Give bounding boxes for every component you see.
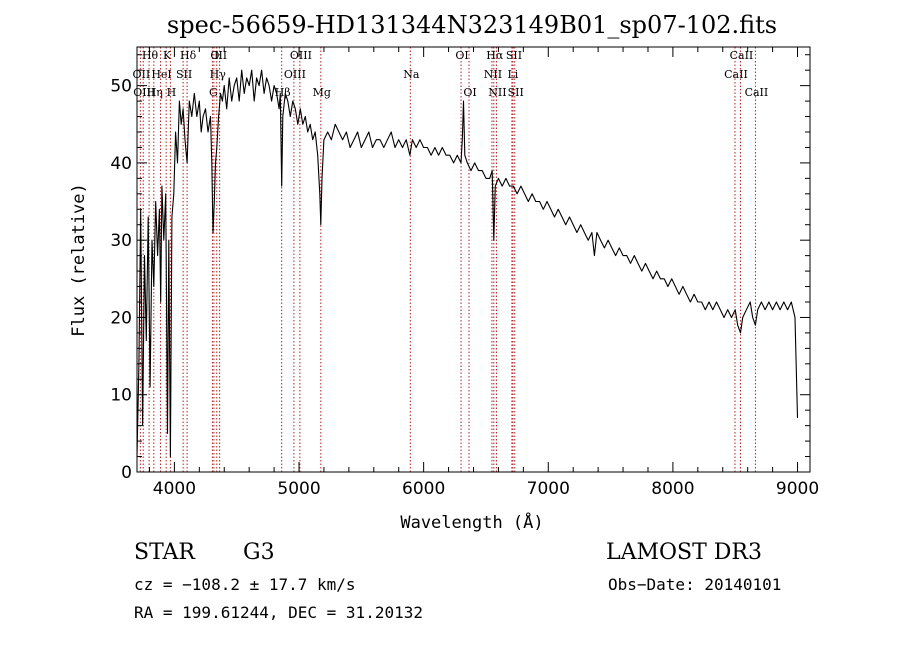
spectrum-series-0 <box>136 69 799 458</box>
axes: 4000 5000 6000 7000 8000 9000 0 10 20 30 40 50 <box>110 47 819 499</box>
y-tick-label-1: 10 <box>110 386 132 406</box>
spectral-line-markers: HθOIIOIIIHηHeIKHSIIHδGOHγIIIHβOIIIOIIIMg… <box>133 47 769 472</box>
y-tick-label-0: 0 <box>121 463 132 483</box>
line-label-2: OIII <box>133 86 155 99</box>
line-label-11: Hγ <box>210 68 227 81</box>
redshift-line: cz = −108.2 ± 17.7 km/s <box>134 575 356 594</box>
line-label-14: OIII <box>284 68 306 81</box>
line-label-27: CaII <box>730 49 754 62</box>
x-tick-label-5: 9000 <box>776 479 819 499</box>
line-label-5: K <box>163 49 172 62</box>
line-label-20: NII <box>484 68 502 81</box>
y-tick-label-3: 30 <box>110 231 132 251</box>
line-label-28: CaII <box>745 86 769 99</box>
coordinates: RA = 199.61244, DEC = 31.20132 <box>134 603 423 622</box>
object-class: STAR <box>134 540 195 565</box>
x-tick-label-4: 8000 <box>651 479 694 499</box>
line-label-7: SII <box>176 68 192 81</box>
chart-title: spec-56659-HD131344N323149B01_sp07-102.f… <box>167 11 777 39</box>
line-label-23: Li <box>507 68 518 81</box>
line-label-13: Hβ <box>275 86 291 99</box>
line-label-22: NII <box>488 86 506 99</box>
x-tick-label-1: 5000 <box>277 479 320 499</box>
subclass: G3 <box>243 540 275 565</box>
line-label-18: OI <box>455 49 468 62</box>
line-label-21: Hα <box>486 49 504 62</box>
x-axis-label: Wavelength (Å) <box>400 511 543 533</box>
line-label-16: Mg <box>313 86 331 99</box>
line-label-8: Hδ <box>180 49 197 62</box>
series-layer <box>136 69 799 458</box>
line-label-15: OIII <box>290 49 312 62</box>
line-label-26: CaII <box>724 68 748 81</box>
survey-name: LAMOST DR3 <box>606 540 762 565</box>
line-label-25: SII <box>508 86 524 99</box>
x-tick-label-3: 7000 <box>527 479 570 499</box>
line-label-6: H <box>167 86 177 99</box>
line-label-24: SII <box>506 49 522 62</box>
line-label-10: O <box>210 49 219 62</box>
y-tick-label-4: 40 <box>110 154 132 174</box>
x-tick-label-2: 6000 <box>402 479 445 499</box>
y-tick-label-5: 50 <box>110 77 132 97</box>
line-label-0: Hθ <box>142 49 159 62</box>
line-label-19: OI <box>463 86 476 99</box>
obs-date: Obs−Date: 20140101 <box>608 575 782 594</box>
y-tick-label-2: 20 <box>110 308 132 328</box>
line-label-4: HeI <box>151 68 171 81</box>
line-label-3: Hη <box>147 86 163 99</box>
x-tick-label-0: 4000 <box>153 479 196 499</box>
line-label-17: Na <box>403 68 420 81</box>
line-label-12: III <box>214 49 227 62</box>
plot-frame <box>136 46 811 473</box>
y-axis-label: Flux (relative) <box>69 183 89 337</box>
